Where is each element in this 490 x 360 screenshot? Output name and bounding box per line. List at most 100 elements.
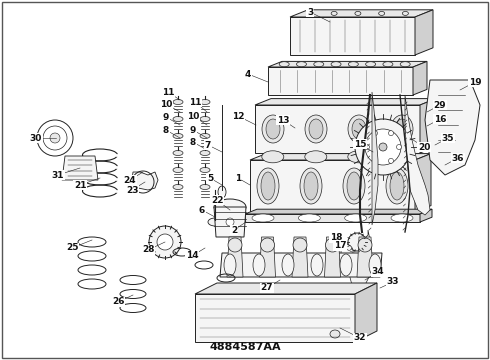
Ellipse shape (305, 115, 327, 143)
Text: 6: 6 (199, 206, 205, 215)
Ellipse shape (304, 172, 318, 200)
Text: 21: 21 (74, 180, 86, 189)
Ellipse shape (50, 133, 60, 143)
Polygon shape (290, 17, 415, 55)
Text: 4884587AA: 4884587AA (209, 342, 281, 352)
Ellipse shape (340, 254, 352, 276)
Text: 23: 23 (126, 185, 138, 194)
Ellipse shape (279, 62, 289, 67)
Text: 13: 13 (277, 116, 289, 125)
Text: 16: 16 (434, 114, 446, 123)
Polygon shape (132, 172, 158, 190)
Ellipse shape (228, 238, 242, 252)
Text: 9: 9 (190, 126, 196, 135)
Text: 4: 4 (245, 69, 251, 78)
Text: 26: 26 (112, 297, 124, 306)
Polygon shape (348, 230, 372, 290)
Polygon shape (245, 214, 420, 222)
Polygon shape (214, 207, 246, 237)
Ellipse shape (383, 62, 393, 67)
Ellipse shape (386, 168, 408, 204)
Text: 10: 10 (187, 112, 199, 121)
Text: 15: 15 (354, 140, 366, 149)
Ellipse shape (282, 254, 294, 276)
Text: 12: 12 (232, 112, 244, 121)
Polygon shape (250, 154, 431, 160)
Polygon shape (355, 283, 377, 342)
Text: 2: 2 (231, 225, 237, 234)
Ellipse shape (389, 131, 393, 136)
Ellipse shape (344, 214, 367, 222)
Polygon shape (255, 105, 420, 153)
Ellipse shape (389, 158, 393, 163)
Ellipse shape (379, 12, 385, 15)
Text: 7: 7 (205, 140, 211, 149)
Ellipse shape (200, 150, 210, 156)
Ellipse shape (173, 150, 183, 156)
Polygon shape (415, 154, 431, 212)
Polygon shape (372, 92, 378, 225)
Ellipse shape (253, 254, 265, 276)
Ellipse shape (305, 151, 327, 163)
Text: 5: 5 (207, 174, 213, 183)
Ellipse shape (330, 330, 340, 338)
Ellipse shape (173, 99, 183, 104)
Ellipse shape (200, 117, 210, 122)
Text: 8: 8 (163, 126, 169, 135)
Ellipse shape (261, 172, 275, 200)
Text: 18: 18 (330, 234, 342, 243)
Polygon shape (425, 80, 480, 175)
Ellipse shape (257, 168, 279, 204)
Polygon shape (268, 67, 413, 95)
Ellipse shape (402, 12, 408, 15)
Text: 3: 3 (307, 8, 313, 17)
Polygon shape (220, 253, 382, 277)
Text: 31: 31 (52, 171, 64, 180)
Ellipse shape (300, 168, 322, 204)
Ellipse shape (365, 129, 401, 165)
Text: 29: 29 (434, 100, 446, 109)
Ellipse shape (173, 134, 183, 139)
Ellipse shape (379, 143, 387, 151)
Polygon shape (227, 237, 243, 277)
Ellipse shape (262, 151, 284, 163)
Ellipse shape (369, 254, 381, 276)
Ellipse shape (400, 62, 410, 67)
Polygon shape (415, 10, 433, 55)
Ellipse shape (311, 254, 323, 276)
Ellipse shape (348, 115, 370, 143)
Ellipse shape (391, 214, 413, 222)
Ellipse shape (348, 151, 370, 163)
Ellipse shape (224, 254, 236, 276)
Text: 28: 28 (142, 246, 154, 255)
Ellipse shape (352, 119, 366, 139)
Ellipse shape (365, 144, 369, 149)
Ellipse shape (325, 238, 340, 252)
Text: 11: 11 (162, 87, 174, 96)
Ellipse shape (358, 238, 372, 252)
Text: 14: 14 (186, 252, 198, 261)
Ellipse shape (261, 238, 274, 252)
Text: 10: 10 (160, 99, 172, 108)
Ellipse shape (348, 233, 366, 251)
Text: 34: 34 (372, 267, 384, 276)
Polygon shape (268, 62, 427, 67)
Ellipse shape (355, 119, 411, 175)
Ellipse shape (149, 226, 181, 258)
Text: 30: 30 (30, 134, 42, 143)
Polygon shape (250, 160, 415, 212)
Ellipse shape (341, 244, 353, 260)
Text: 8: 8 (190, 138, 196, 147)
Ellipse shape (157, 234, 173, 250)
Text: 17: 17 (334, 242, 346, 251)
Ellipse shape (307, 12, 314, 15)
Ellipse shape (208, 218, 222, 226)
Ellipse shape (173, 167, 183, 172)
Ellipse shape (252, 214, 274, 222)
Polygon shape (290, 10, 433, 17)
Ellipse shape (331, 62, 341, 67)
Polygon shape (255, 99, 436, 105)
Ellipse shape (396, 144, 401, 149)
Text: 1: 1 (235, 174, 241, 183)
Ellipse shape (200, 99, 210, 104)
